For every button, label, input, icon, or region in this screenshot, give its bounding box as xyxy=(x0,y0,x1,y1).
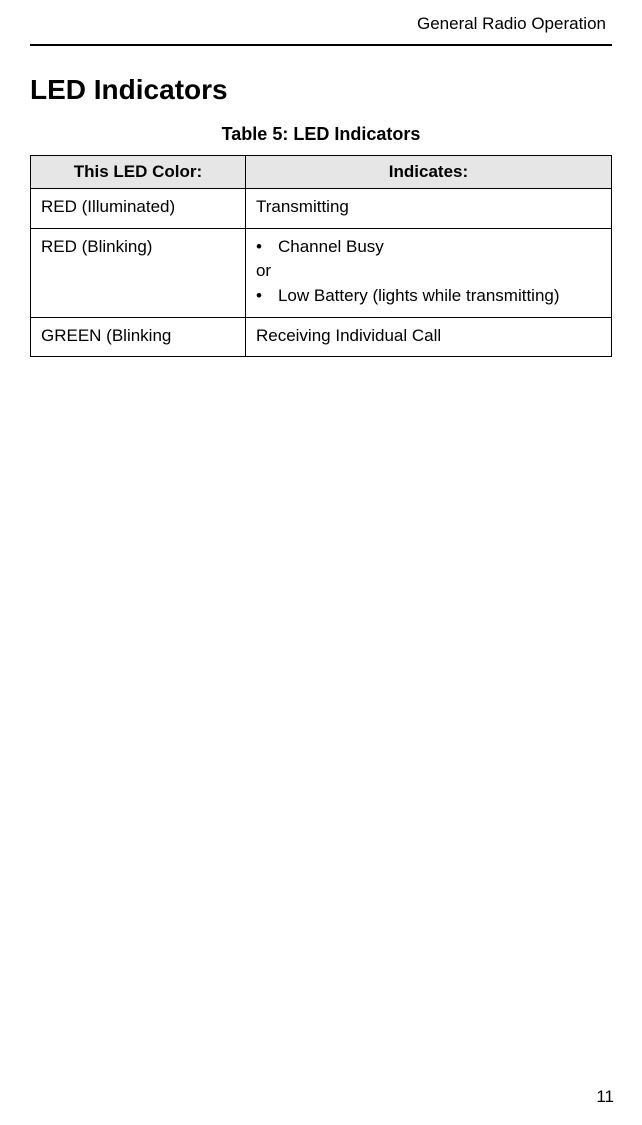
table-row: GREEN (Blinking Receiving Individual Cal… xyxy=(31,317,612,357)
cell-indicates: Receiving Individual Call xyxy=(245,317,611,357)
led-indicators-table: This LED Color: Indicates: RED (Illumina… xyxy=(30,155,612,357)
page-number: 11 xyxy=(596,1087,614,1107)
cell-led: RED (Blinking) xyxy=(31,228,246,317)
header-rule xyxy=(30,44,612,46)
cell-led: RED (Illuminated) xyxy=(31,189,246,229)
section-title: LED Indicators xyxy=(30,74,612,106)
table-row: RED (Blinking) • Channel Busy or • Low B… xyxy=(31,228,612,317)
table-header-row: This LED Color: Indicates: xyxy=(31,156,612,189)
table-row: RED (Illuminated) Transmitting xyxy=(31,189,612,229)
page: General Radio Operation LED Indicators T… xyxy=(0,0,642,1125)
bullet-icon: • xyxy=(256,235,278,260)
bullet-separator: or xyxy=(256,259,601,284)
bullet-item: • Low Battery (lights while transmitting… xyxy=(256,284,601,309)
cell-led: GREEN (Blinking xyxy=(31,317,246,357)
cell-indicates: • Channel Busy or • Low Battery (lights … xyxy=(245,228,611,317)
table-caption: Table 5: LED Indicators xyxy=(30,124,612,145)
bullet-text: Low Battery (lights while transmitting) xyxy=(278,284,601,309)
cell-indicates: Transmitting xyxy=(245,189,611,229)
col-header-led: This LED Color: xyxy=(31,156,246,189)
col-header-indicates: Indicates: xyxy=(245,156,611,189)
bullet-icon: • xyxy=(256,284,278,309)
bullet-item: • Channel Busy xyxy=(256,235,601,260)
running-header: General Radio Operation xyxy=(30,0,612,34)
bullet-text: Channel Busy xyxy=(278,235,601,260)
